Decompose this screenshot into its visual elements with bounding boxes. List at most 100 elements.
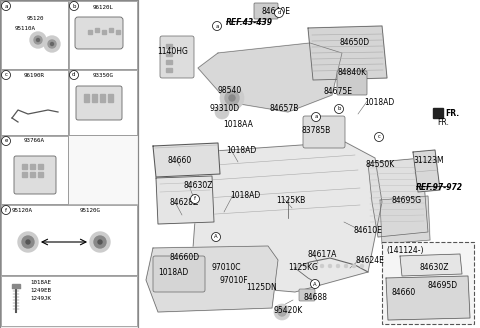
Text: 84640E: 84640E bbox=[261, 7, 290, 16]
Text: FR.: FR. bbox=[437, 118, 449, 127]
Text: 93766A: 93766A bbox=[24, 138, 45, 143]
Bar bbox=[433, 108, 443, 118]
Text: d: d bbox=[72, 72, 76, 77]
Polygon shape bbox=[146, 246, 278, 312]
Circle shape bbox=[1, 206, 11, 215]
Circle shape bbox=[18, 232, 38, 252]
Text: 84675E: 84675E bbox=[323, 87, 352, 96]
Text: 1018AA: 1018AA bbox=[223, 120, 253, 129]
Circle shape bbox=[312, 113, 321, 121]
Text: 84660: 84660 bbox=[391, 288, 415, 297]
Bar bbox=[92, 94, 97, 102]
Text: 84695G: 84695G bbox=[391, 196, 421, 205]
Bar bbox=[0, 0, 138, 328]
Text: 1125DN: 1125DN bbox=[246, 283, 277, 292]
Text: c: c bbox=[378, 134, 381, 139]
Circle shape bbox=[352, 264, 356, 268]
Text: 95120: 95120 bbox=[26, 16, 44, 21]
Text: 1249EB: 1249EB bbox=[30, 288, 51, 293]
Bar bbox=[382, 242, 474, 324]
FancyBboxPatch shape bbox=[299, 289, 315, 301]
Text: 95110A: 95110A bbox=[14, 26, 36, 31]
Text: c: c bbox=[4, 72, 8, 77]
Circle shape bbox=[336, 264, 340, 268]
Circle shape bbox=[360, 264, 364, 268]
Bar bbox=[95, 28, 99, 32]
FancyBboxPatch shape bbox=[14, 156, 56, 194]
Circle shape bbox=[191, 195, 200, 203]
Bar bbox=[69, 70, 137, 135]
Text: 1018AD: 1018AD bbox=[226, 146, 256, 155]
Text: a: a bbox=[4, 4, 8, 9]
Text: 1125KB: 1125KB bbox=[276, 196, 305, 205]
Bar bbox=[30, 172, 35, 177]
Circle shape bbox=[212, 233, 220, 241]
Circle shape bbox=[220, 86, 244, 110]
Text: 96190R: 96190R bbox=[24, 73, 45, 78]
Text: b: b bbox=[337, 107, 341, 112]
Text: 84610E: 84610E bbox=[354, 226, 383, 235]
Bar bbox=[1, 1, 68, 69]
Bar bbox=[1, 136, 68, 204]
Text: d: d bbox=[277, 10, 281, 15]
Text: 95420K: 95420K bbox=[273, 306, 302, 315]
FancyBboxPatch shape bbox=[160, 36, 194, 78]
Circle shape bbox=[225, 91, 239, 105]
Bar bbox=[88, 30, 92, 34]
FancyBboxPatch shape bbox=[76, 86, 122, 120]
Text: 84840K: 84840K bbox=[337, 68, 366, 77]
Polygon shape bbox=[308, 26, 387, 80]
Circle shape bbox=[304, 264, 308, 268]
Text: 84660: 84660 bbox=[168, 156, 192, 165]
Bar bbox=[22, 164, 27, 169]
Circle shape bbox=[98, 240, 102, 244]
Text: 97010F: 97010F bbox=[220, 276, 249, 285]
Text: f: f bbox=[5, 208, 7, 213]
Text: 93350G: 93350G bbox=[93, 73, 113, 78]
Bar bbox=[30, 164, 35, 169]
Bar bbox=[109, 28, 113, 32]
Text: 84657B: 84657B bbox=[269, 104, 299, 113]
Circle shape bbox=[344, 264, 348, 268]
Text: A: A bbox=[214, 235, 218, 239]
Circle shape bbox=[275, 9, 284, 17]
Bar bbox=[108, 94, 113, 102]
Bar bbox=[84, 94, 89, 102]
Circle shape bbox=[312, 264, 316, 268]
Bar bbox=[12, 284, 20, 288]
Circle shape bbox=[90, 232, 110, 252]
Text: 98540: 98540 bbox=[218, 86, 242, 95]
Polygon shape bbox=[153, 143, 220, 177]
FancyBboxPatch shape bbox=[153, 256, 205, 292]
Bar bbox=[100, 94, 105, 102]
Text: 84617A: 84617A bbox=[308, 250, 337, 259]
Text: 84624E: 84624E bbox=[355, 256, 384, 265]
Text: 96120L: 96120L bbox=[93, 5, 113, 10]
Polygon shape bbox=[198, 43, 342, 112]
Circle shape bbox=[374, 133, 384, 141]
Circle shape bbox=[213, 22, 221, 31]
Circle shape bbox=[328, 264, 332, 268]
FancyBboxPatch shape bbox=[75, 17, 123, 49]
Text: 93310D: 93310D bbox=[210, 104, 240, 113]
Circle shape bbox=[94, 236, 106, 248]
Text: 1249JK: 1249JK bbox=[30, 296, 51, 301]
Bar bbox=[38, 172, 43, 177]
Text: 84628Z: 84628Z bbox=[170, 198, 199, 207]
Text: a: a bbox=[314, 114, 318, 119]
Circle shape bbox=[36, 38, 39, 42]
Text: e: e bbox=[4, 138, 8, 144]
Bar bbox=[1, 70, 68, 135]
Bar bbox=[166, 52, 172, 56]
Circle shape bbox=[30, 32, 46, 48]
Circle shape bbox=[278, 308, 286, 316]
Text: 84630Z: 84630Z bbox=[419, 263, 448, 272]
Text: 1125KG: 1125KG bbox=[288, 263, 318, 272]
Text: 84650D: 84650D bbox=[340, 38, 370, 47]
Circle shape bbox=[335, 105, 344, 113]
Bar bbox=[22, 172, 27, 177]
Text: f: f bbox=[194, 196, 196, 201]
Text: 83785B: 83785B bbox=[301, 126, 330, 135]
Bar bbox=[116, 30, 120, 34]
Bar bbox=[1, 205, 137, 275]
